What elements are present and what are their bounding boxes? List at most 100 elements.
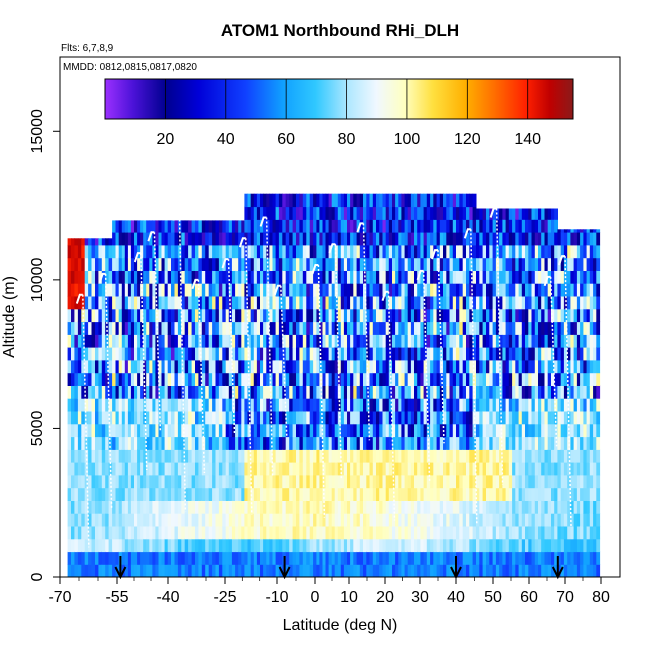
heatmap-cell	[459, 449, 464, 463]
heatmap-cell	[417, 410, 421, 425]
heatmap-cell	[191, 513, 196, 527]
heatmap-cell	[573, 295, 578, 310]
heatmap-cell	[567, 449, 571, 463]
heatmap-cell	[88, 295, 93, 310]
heatmap-cell	[449, 551, 454, 565]
heatmap-cell	[101, 410, 106, 425]
heatmap-cell	[508, 219, 513, 233]
heatmap-cell	[181, 487, 186, 501]
heatmap-cell	[137, 449, 141, 463]
heatmap-cell	[218, 308, 223, 323]
heatmap-cell	[98, 321, 103, 335]
heatmap-cell	[161, 500, 166, 514]
heatmap-cell	[143, 257, 147, 271]
heatmap-cell	[382, 500, 387, 514]
heatmap-cell	[161, 372, 166, 386]
heatmap-cell	[573, 436, 578, 450]
x-tick-label: 50	[484, 589, 502, 606]
heatmap-cell	[472, 283, 477, 297]
heatmap-cell	[583, 525, 588, 540]
heatmap-cell	[359, 219, 364, 233]
heatmap-cell	[404, 487, 409, 501]
heatmap-cell	[492, 410, 497, 425]
heatmap-cell	[369, 219, 374, 233]
heatmap-cell	[95, 398, 99, 412]
heatmap-cell	[515, 359, 520, 374]
heatmap-cell	[563, 436, 568, 450]
heatmap-cell	[439, 538, 444, 553]
heatmap-cell	[544, 232, 549, 246]
heatmap-cell	[218, 398, 223, 412]
heatmap-cell	[426, 347, 431, 361]
heatmap-cell	[382, 334, 387, 348]
heatmap-cell	[201, 295, 206, 310]
heatmap-cell	[446, 347, 451, 361]
heatmap-cell	[177, 513, 182, 527]
heatmap-cell	[278, 232, 283, 246]
heatmap-cell	[439, 295, 444, 310]
heatmap-cell	[589, 229, 594, 233]
heatmap-cell	[302, 244, 307, 259]
heatmap-cell	[215, 487, 220, 501]
heatmap-cell	[518, 449, 523, 463]
heatmap-cell	[518, 244, 523, 259]
heatmap-cell	[299, 525, 304, 540]
heatmap-cell	[260, 283, 264, 297]
heatmap-cell	[430, 525, 434, 540]
heatmap-cell	[88, 283, 93, 297]
heatmap-cell	[379, 219, 383, 233]
heatmap-cell	[191, 538, 196, 553]
heatmap-cell	[449, 334, 454, 348]
heatmap-cell	[401, 321, 406, 335]
heatmap-cell	[241, 398, 245, 412]
heatmap-cell	[325, 525, 330, 540]
heatmap-cell	[518, 208, 523, 220]
y-tick-label: 5000	[29, 411, 46, 447]
heatmap-cell	[140, 244, 144, 259]
heatmap-cell	[404, 219, 409, 233]
heatmap-cell	[476, 208, 480, 220]
heatmap-cell	[525, 308, 529, 323]
heatmap-cell	[576, 423, 581, 438]
heatmap-cell	[443, 564, 447, 577]
heatmap-cell	[420, 270, 425, 284]
heatmap-cell	[275, 449, 280, 463]
heatmap-cell	[401, 295, 406, 310]
heatmap-cell	[466, 398, 470, 412]
heatmap-cell	[557, 423, 562, 438]
heatmap-cell	[544, 208, 549, 220]
heatmap-cell	[567, 538, 571, 553]
heatmap-cell	[285, 232, 290, 246]
heatmap-cell	[404, 347, 409, 361]
heatmap-cell	[525, 321, 529, 335]
heatmap-cell	[77, 513, 82, 527]
heatmap-cell	[528, 257, 533, 271]
heatmap-cell	[164, 359, 169, 374]
heatmap-cell	[118, 270, 123, 284]
heatmap-cell	[580, 449, 584, 463]
heatmap-cell	[528, 538, 533, 553]
heatmap-cell	[372, 398, 377, 412]
heatmap-cell	[316, 551, 321, 565]
heatmap-cell	[263, 538, 267, 553]
heatmap-cell	[316, 462, 321, 476]
heatmap-cell	[235, 500, 239, 514]
heatmap-cell	[538, 564, 542, 577]
heatmap-cell	[531, 551, 536, 565]
heatmap-cell	[140, 385, 144, 399]
heatmap-cell	[81, 385, 86, 399]
heatmap-cell	[379, 551, 383, 565]
heatmap-cell	[205, 244, 210, 259]
heatmap-cell	[218, 334, 223, 348]
heatmap-cell	[215, 538, 220, 553]
heatmap-cell	[414, 283, 418, 297]
heatmap-cell	[541, 474, 545, 489]
heatmap-cell	[164, 449, 169, 463]
heatmap-cell	[198, 244, 203, 259]
heatmap-cell	[469, 308, 474, 323]
heatmap-cell	[583, 229, 588, 233]
heatmap-cell	[433, 436, 438, 450]
heatmap-cell	[593, 244, 597, 259]
heatmap-cell	[495, 359, 500, 374]
heatmap-cell	[105, 244, 110, 259]
